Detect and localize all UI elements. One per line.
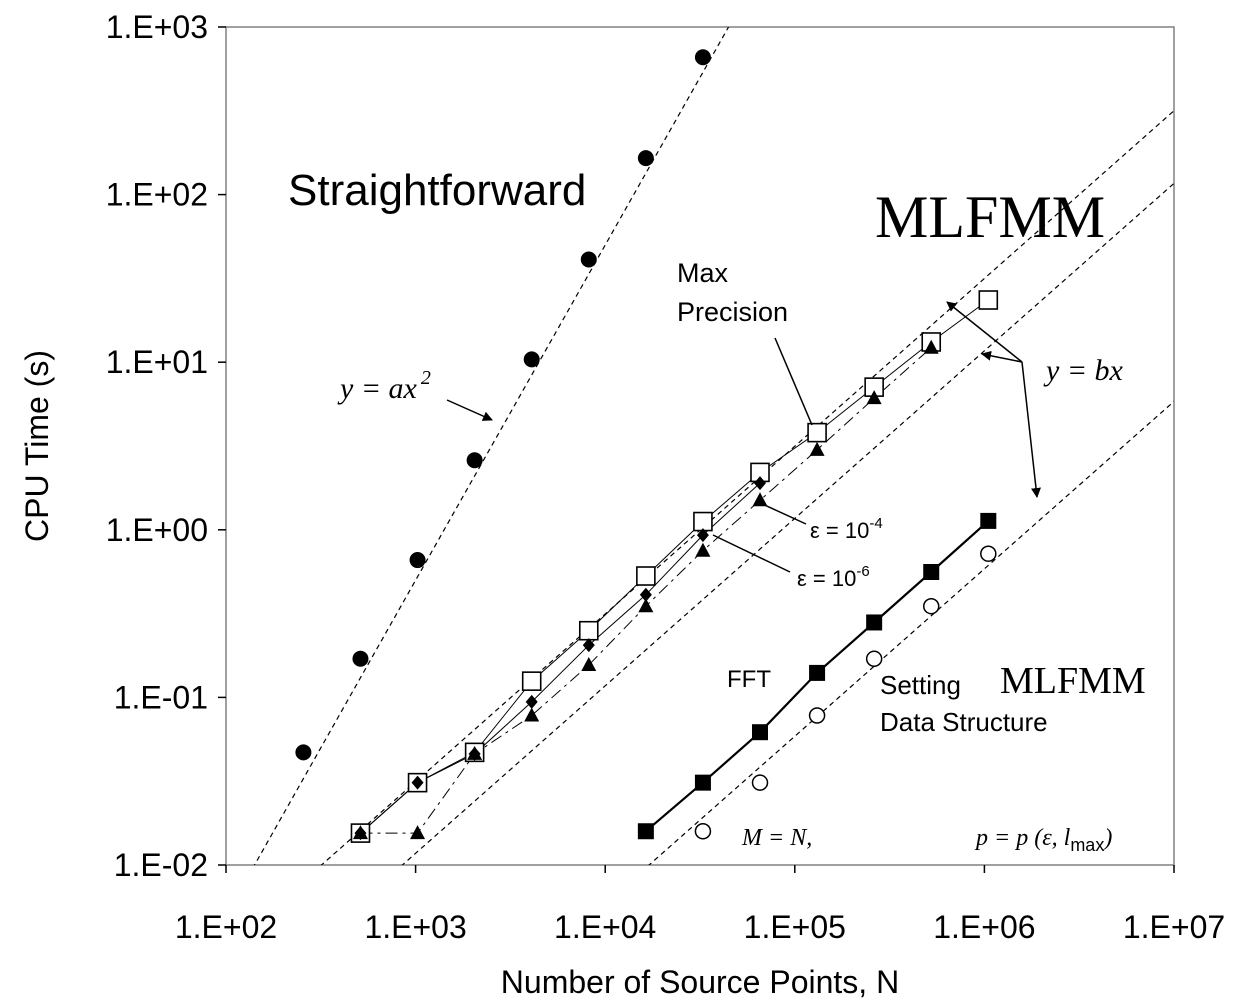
point-filled-triangle [410,825,426,840]
label-straightforward: Straightforward [288,166,586,215]
x-tick-labels: 1.E+02 1.E+03 1.E+04 1.E+05 1.E+06 1.E+07 [175,909,1225,945]
point-filled-circle [409,552,426,569]
leader-eps-4 [757,501,807,525]
point-filled-triangle [923,339,939,354]
point-filled-square [923,564,940,581]
y-tick-label: 1.E-01 [114,679,208,715]
y-tick-label: 1.E+00 [106,512,208,548]
point-open-square [807,422,827,443]
data-markers [295,49,999,843]
leader-eps-6 [712,534,791,573]
point-filled-square [809,664,826,681]
point-filled-circle [523,351,540,368]
point-open-circle [808,707,826,724]
point-filled-triangle [352,825,368,840]
point-open-square [636,566,656,586]
point-filled-circle [295,744,312,761]
x-tick-label: 1.E+02 [175,909,277,945]
point-filled-diamond [754,476,767,491]
fit-line-lower [648,400,1174,865]
point-filled-triangle [524,707,540,722]
point-open-circle [694,822,712,840]
plot-area [225,26,1175,866]
point-filled-triangle [695,542,711,557]
point-filled-square [866,614,883,631]
point-filled-circle [352,650,369,667]
label-p-expr: p = p (ε, lmax) [974,825,1112,855]
point-filled-diamond [696,528,709,543]
label-m-eq-n: M = N, [741,825,812,851]
label-setting: Setting [880,670,961,700]
point-filled-circle [637,150,654,167]
arrow-y-bx-1 [946,301,1023,363]
x-tick-label: 1.E+04 [554,909,656,945]
y-tick-label: 1.E+01 [106,344,208,380]
point-open-circle [922,597,940,615]
y-tick-label: 1.E+03 [106,9,208,45]
point-filled-square [637,823,654,840]
point-open-square [978,290,999,310]
label-eps-4: ε = 10-4 [810,515,883,543]
point-open-circle [980,545,997,562]
label-fft: FFT [727,666,771,693]
fit-lines [253,27,1174,865]
point-filled-circle [580,251,597,268]
arrow-y-bx-3 [1021,361,1041,498]
point-filled-diamond [639,587,652,602]
point-filled-square [752,724,769,741]
point-filled-square [694,774,711,791]
point-filled-circle [466,452,483,469]
x-tick-label: 1.E+07 [1123,909,1225,945]
label-precision: Precision [677,297,788,327]
axis-ticks [218,26,1175,873]
series-lines [360,299,990,834]
y-tick-label: 1.E+02 [106,177,208,213]
point-filled-triangle [581,657,597,672]
x-axis-label: Number of Source Points, N [501,964,899,1000]
y-tick-labels: 1.E-02 1.E-01 1.E+00 1.E+01 1.E+02 1.E+03 [106,9,208,883]
y-tick-label: 1.E-02 [114,847,208,883]
label-eps-6: ε = 10-6 [797,563,870,591]
point-open-circle [865,650,883,668]
label-data-structure: Data Structure [880,707,1048,737]
point-filled-triangle [752,492,768,507]
arrow-max-precision [774,337,813,426]
label-mlfmm-large: MLFMM [875,184,1105,250]
point-open-circle [751,774,769,791]
point-filled-diamond [525,694,538,709]
x-tick-label: 1.E+06 [933,909,1035,945]
y-axis-label: CPU Time (s) [19,350,55,542]
arrow-y-bx-2 [981,350,1023,363]
point-open-square [521,671,542,691]
label-y-bx: y = bx [1043,354,1124,387]
label-y-ax2: y = ax 2 [337,367,431,405]
point-open-square [578,620,599,641]
point-filled-circle [694,49,711,66]
fit-line-y-ax2 [253,27,730,865]
point-open-square [693,511,713,532]
label-max: Max [677,258,729,288]
point-filled-square [980,512,997,529]
point-filled-triangle [809,441,825,456]
point-filled-triangle [467,745,483,760]
x-tick-label: 1.E+03 [364,909,466,945]
label-mlfmm-small: MLFMM [1000,660,1146,702]
point-filled-diamond [411,775,424,790]
point-filled-triangle [638,598,654,613]
point-filled-diamond [582,638,595,653]
fit-line-middle [401,182,1174,865]
x-tick-label: 1.E+05 [744,909,846,945]
point-filled-triangle [866,390,882,405]
arrow-y-ax2 [446,399,493,421]
